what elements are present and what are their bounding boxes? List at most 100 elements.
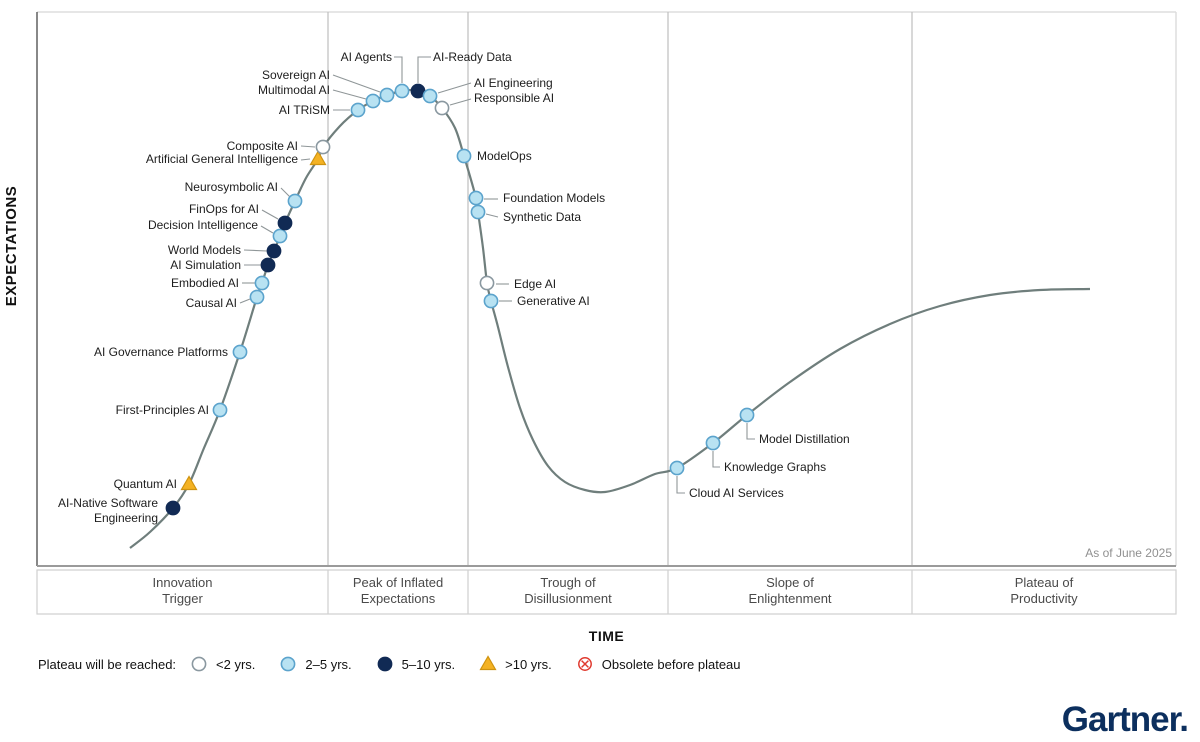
legend-marker-shape [191,656,207,672]
gartner-logo: Gartner. [1061,700,1189,739]
point-label-edge-ai: Edge AI [514,277,556,291]
point-marker-foundation-models [468,190,484,206]
point-label-first-principles-ai: First-Principles AI [116,403,209,417]
point-label-ai-ready-data: AI-Ready Data [433,50,512,64]
point-marker-synthetic-data [470,204,486,220]
point-marker-decision-intelligence [272,228,288,244]
legend-marker-2-5-icon [281,656,296,672]
legend-marker-shape [377,656,393,672]
leader-sovereign-ai [332,74,381,93]
point-marker-ai-native-software-engineering [165,500,181,516]
leader-ai-ready-data [417,56,431,83]
y-axis-title: EXPECTATIONS [3,186,20,306]
point-marker-ai-simulation [260,257,276,273]
leader-decision-intelligence [260,225,274,234]
point-label-multimodal-ai: Multimodal AI [258,83,330,97]
point-marker-ai-trism [350,102,366,118]
point-label-foundation-models: Foundation Models [503,191,605,205]
legend: Plateau will be reached: <2 yrs. 2–5 yrs.… [38,655,741,673]
point-marker-sovereign-ai [379,87,395,103]
legend-item-obsolete-before-plateau: Obsolete before plateau [576,655,741,673]
obsolete-circle [577,657,592,671]
point-label-knowledge-graphs: Knowledge Graphs [724,460,826,474]
leader-neurosymbolic-ai [280,187,291,198]
legend-label: >10 yrs. [505,656,552,672]
point-marker-modelops [456,148,472,164]
legend-label: 2–5 yrs. [305,656,352,672]
point-label-ai-trism: AI TRiSM [279,103,330,117]
point-label-world-models: World Models [168,243,241,257]
point-label-responsible-ai: Responsible AI [474,91,554,105]
point-label-sovereign-ai: Sovereign AI [262,68,330,82]
leader-cloud-ai-services [676,476,685,494]
point-label-artificial-general-intelligence: Artificial General Intelligence [146,152,298,166]
legend-marker-shape [479,655,497,671]
leader-knowledge-graphs [712,451,720,468]
leader-composite-ai [300,145,316,148]
point-marker-ai-agents [394,83,410,99]
point-marker-causal-ai [249,289,265,305]
point-marker-generative-ai [483,293,499,309]
point-label-quantum-ai: Quantum AI [114,477,177,491]
point-marker-model-distillation [739,407,755,423]
legend-item-10-yrs: >10 yrs. [479,655,552,673]
leader-ai-engineering [437,82,472,94]
legend-marker-5-10-icon [377,656,393,672]
point-marker-neurosymbolic-ai [287,193,303,209]
point-label-synthetic-data: Synthetic Data [503,210,581,224]
legend-marker-shape [577,657,592,671]
point-label-generative-ai: Generative AI [517,294,590,308]
leader-model-distillation [746,423,755,440]
x-axis-title: TIME [588,628,625,644]
point-marker-embodied-ai [254,275,270,291]
legend-marker-2-icon [191,656,207,672]
point-label-ai-simulation: AI Simulation [170,258,241,272]
leader-synthetic-data [485,213,499,218]
point-label-ai-engineering: AI Engineering [474,76,553,90]
legend-item-2-yrs: <2 yrs. [190,655,255,673]
leader-causal-ai [239,298,251,304]
point-marker-edge-ai [479,275,495,291]
phase-label-plateau-of-productivity: Plateau of Productivity [1010,575,1078,606]
point-label-ai-native-software-engineering: AI-Native Software Engineering [58,496,158,525]
point-marker-finops-for-ai [277,215,293,231]
point-marker-world-models [266,243,282,259]
chart-canvas: Innovation Trigger Peak of Inflated Expecta… [3,11,1177,615]
leader-artificial-general-intelligence [300,158,311,161]
point-label-decision-intelligence: Decision Intelligence [148,218,258,232]
legend-marker-10-icon [479,655,497,671]
legend-label: 5–10 yrs. [401,656,456,672]
point-marker-responsible-ai [434,100,450,116]
point-marker-artificial-general-intelligence [309,150,327,166]
leader-multimodal-ai [332,89,367,100]
legend-label: Obsolete before plateau [601,656,741,672]
phase-label-innovation-trigger: Innovation Trigger [153,575,213,606]
point-label-model-distillation: Model Distillation [759,432,850,446]
legend-marker-shape [281,656,296,672]
legend-marker-obsolete-icon [577,657,592,671]
point-label-ai-governance-platforms: AI Governance Platforms [94,345,228,359]
phase-label-slope-of-enlightenment: Slope of Enlightenment [748,575,831,606]
as-of-date: As of June 2025 [1085,546,1172,560]
point-marker-cloud-ai-services [669,460,685,476]
legend-items: <2 yrs. 2–5 yrs. 5–10 yrs. >10 yrs. Obsolete… [190,655,741,673]
leader-ai-agents [394,56,403,83]
point-marker-composite-ai [315,139,331,155]
leader-responsible-ai [449,98,472,106]
legend-title: Plateau will be reached: [38,656,177,672]
legend-item-2-5-yrs: 2–5 yrs. [279,655,352,673]
point-label-ai-agents: AI Agents [341,50,392,64]
point-label-embodied-ai: Embodied AI [171,276,239,290]
legend-item-5-10-yrs: 5–10 yrs. [376,655,455,673]
point-label-neurosymbolic-ai: Neurosymbolic AI [185,180,278,194]
point-marker-first-principles-ai [212,402,228,418]
leader-world-models [243,249,268,252]
phase-band [36,569,1177,615]
point-label-composite-ai: Composite AI [227,139,298,153]
point-label-finops-for-ai: FinOps for AI [189,202,259,216]
leader-finops-for-ai [261,209,279,220]
phase-label-peak-of-inflated-expectations: Peak of Inflated Expectations [353,575,443,606]
phase-label-trough-of-disillusionment: Trough of Disillusionment [524,575,612,606]
point-label-cloud-ai-services: Cloud AI Services [689,486,784,500]
